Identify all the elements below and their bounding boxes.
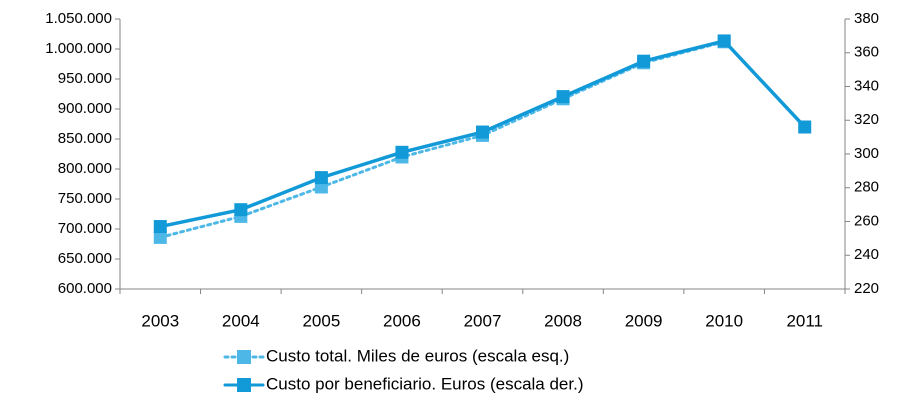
y-tick-label: 800.000 <box>58 160 112 177</box>
data-point <box>717 34 731 48</box>
y2-tick-label: 240 <box>854 246 879 263</box>
y2-tick-label: 340 <box>854 77 879 94</box>
data-point <box>637 54 651 68</box>
legend-marker <box>237 378 251 392</box>
y2-tick-label: 380 <box>854 10 879 27</box>
data-point <box>234 203 248 217</box>
x-tick-label: 2011 <box>786 311 823 330</box>
y-tick-label: 1.000.000 <box>45 40 112 57</box>
x-tick-label: 2009 <box>625 311 663 330</box>
y2-tick-label: 260 <box>854 212 879 229</box>
x-tick-label: 2008 <box>544 311 582 330</box>
x-tick-label: 2004 <box>222 311 260 330</box>
x-tick-label: 2005 <box>302 311 340 330</box>
y-tick-label: 600.000 <box>58 280 112 297</box>
y-tick-label: 700.000 <box>58 220 112 237</box>
y2-tick-label: 220 <box>854 280 879 297</box>
data-point <box>476 125 489 139</box>
y-tick-label: 850.000 <box>58 130 112 147</box>
data-point <box>798 120 812 134</box>
data-point <box>153 220 167 234</box>
y-tick-label: 950.000 <box>58 70 112 87</box>
y-tick-label: 1.050.000 <box>45 10 112 27</box>
legend-marker <box>237 350 251 364</box>
y2-tick-label: 280 <box>854 179 879 196</box>
y-tick-label: 750.000 <box>58 190 112 207</box>
x-tick-label: 2010 <box>705 311 743 330</box>
legend-label: Custo total. Miles de euros (escala esq.… <box>266 346 569 365</box>
y2-tick-label: 360 <box>854 44 879 61</box>
data-point <box>153 230 167 244</box>
legend-label: Custo por beneficiario. Euros (escala de… <box>266 374 584 393</box>
y-tick-label: 900.000 <box>58 100 112 117</box>
data-point <box>556 90 570 104</box>
y2-tick-label: 300 <box>854 145 879 162</box>
x-tick-label: 2007 <box>464 311 502 330</box>
data-point <box>395 145 409 159</box>
x-tick-label: 2006 <box>383 311 421 330</box>
x-tick-label: 2003 <box>141 311 179 330</box>
y-tick-label: 650.000 <box>58 250 112 267</box>
data-point <box>314 171 328 185</box>
y2-tick-label: 320 <box>854 111 879 128</box>
